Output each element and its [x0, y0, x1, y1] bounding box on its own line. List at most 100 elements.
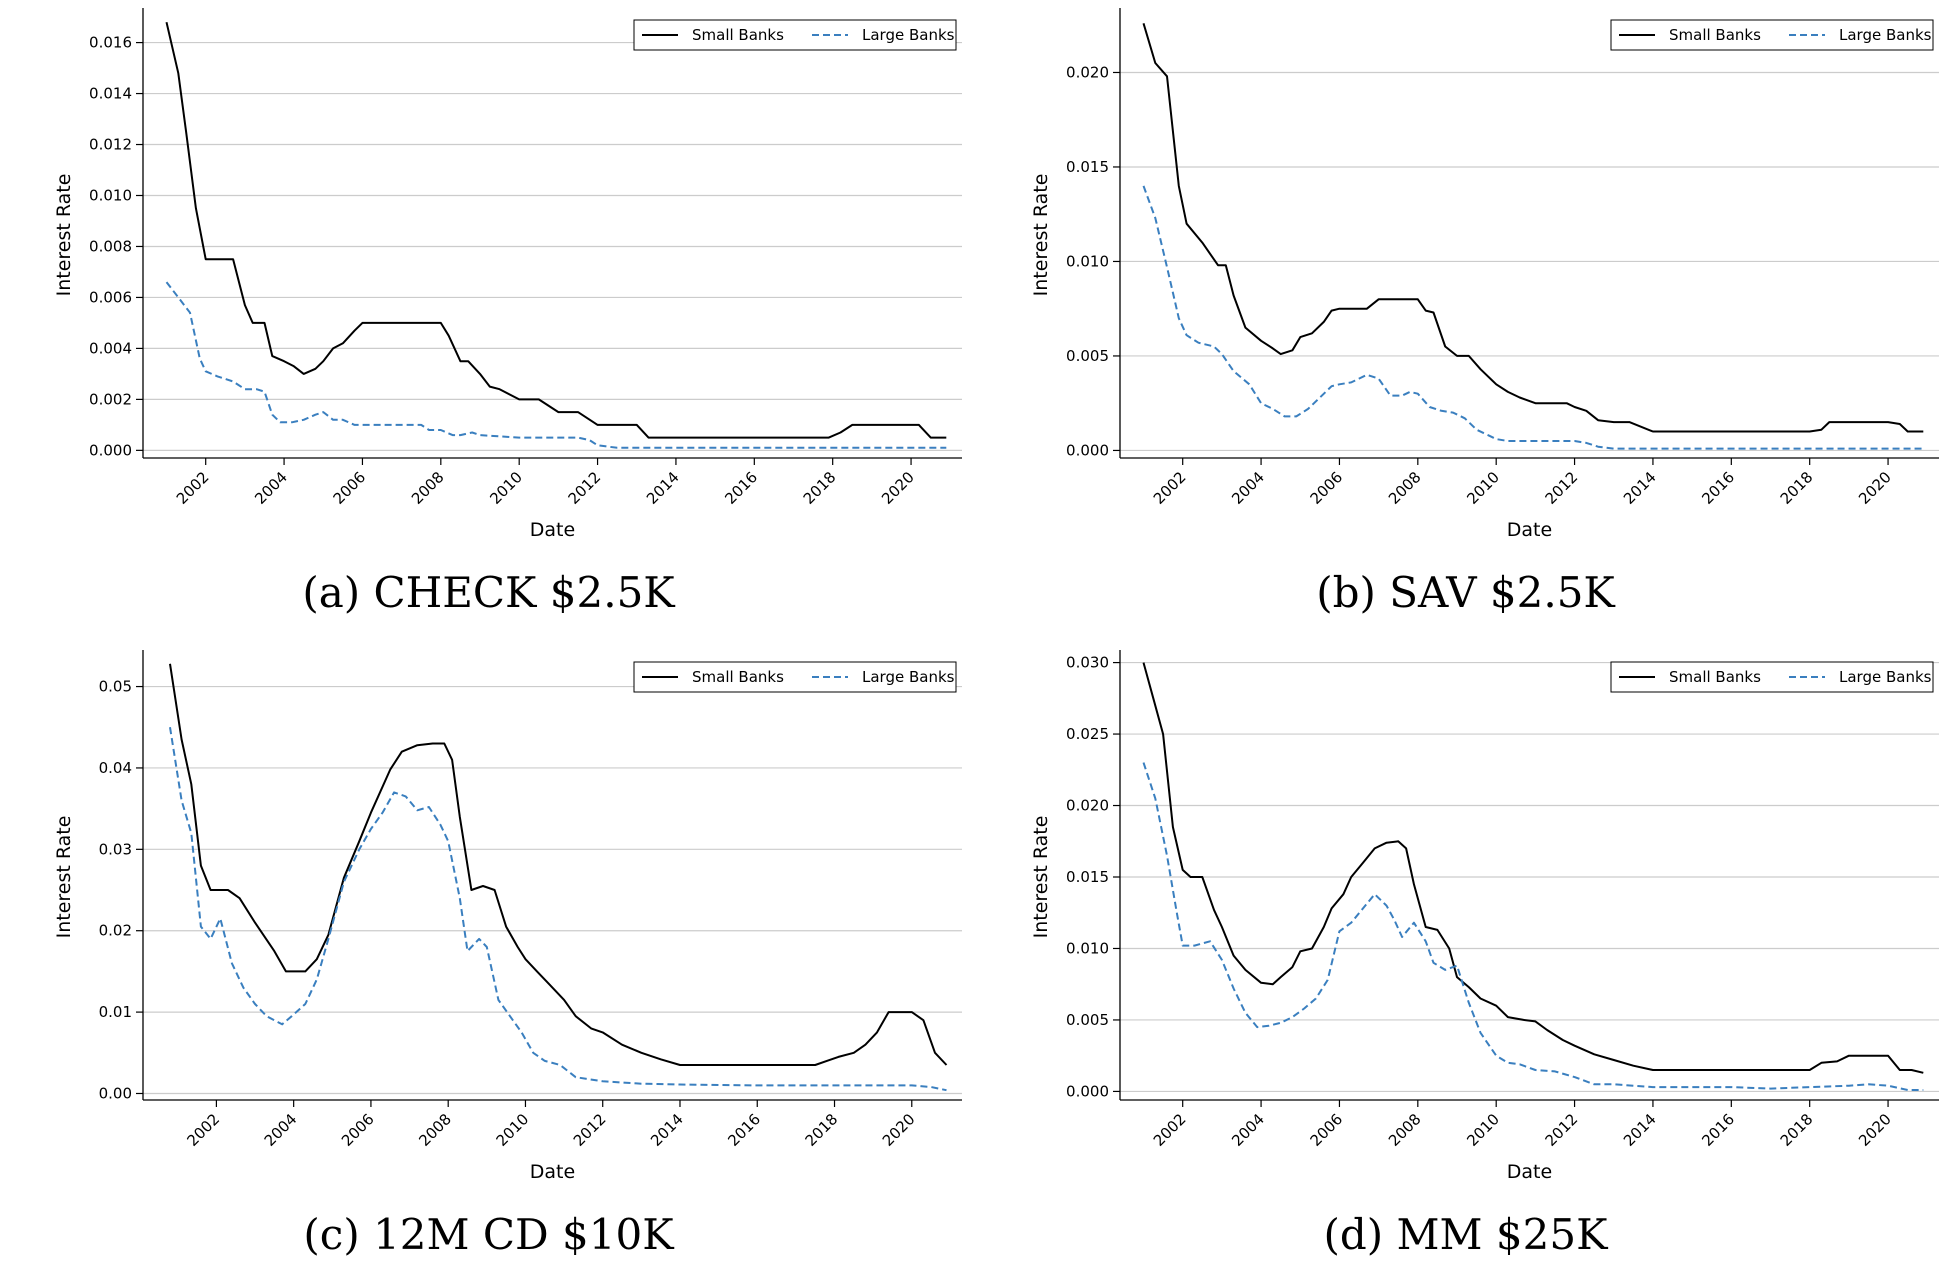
x-tick-label: 2016 [1698, 1110, 1738, 1150]
x-tick-label: 2018 [1777, 1110, 1817, 1150]
series-line-small-banks [1142, 662, 1924, 1074]
y-axis-label: Interest Rate [1030, 816, 1052, 939]
y-tick-label: 0.05 [99, 678, 132, 696]
y-tick-label: 0.000 [89, 441, 132, 459]
chart-panel-b: 0.000 0.005 0.010 0.015 0.020 2002 2004 2006 200… [977, 0, 1954, 642]
y-tick-label: 0.002 [89, 390, 132, 408]
x-tick-label: 2008 [415, 1110, 455, 1150]
y-tick-label: 0.008 [89, 237, 132, 255]
y-axis-label: Interest Rate [1030, 174, 1052, 297]
y-tick-label: 0.005 [1066, 1011, 1109, 1029]
chart-a-svg: 0.000 0.002 0.004 0.006 0.008 0.010 0.012 0.014… [53, 8, 962, 541]
x-axis-label: Date [1507, 519, 1552, 541]
legend-label: Large Banks [1839, 26, 1932, 44]
x-tick-label: 2010 [1463, 468, 1503, 508]
series-line-large-banks [1142, 185, 1924, 450]
x-tick-label: 2020 [1855, 468, 1895, 508]
x-tick-label: 2012 [570, 1110, 610, 1150]
x-tick-label: 2016 [721, 468, 761, 508]
legend-label: Small Banks [1669, 26, 1761, 44]
x-axis-label: Date [530, 1161, 575, 1183]
y-tick-label: 0.04 [99, 759, 132, 777]
x-tick-label: 2018 [1777, 468, 1817, 508]
y-tick-label: 0.004 [89, 339, 132, 357]
x-tick-label: 2018 [802, 1110, 842, 1150]
x-tick-label: 2006 [1307, 468, 1347, 508]
legend-label: Small Banks [692, 668, 784, 686]
y-tick-label: 0.01 [99, 1003, 132, 1021]
x-tick-label: 2020 [1855, 1110, 1895, 1150]
x-axis-label: Date [1507, 1161, 1552, 1183]
x-tick-label: 2002 [183, 1110, 223, 1150]
y-tick-label: 0.010 [89, 186, 132, 204]
legend-label: Large Banks [1839, 668, 1932, 686]
x-tick-label: 2010 [1463, 1110, 1503, 1150]
y-tick-label: 0.005 [1066, 347, 1109, 365]
y-tick-label: 0.020 [1066, 63, 1109, 81]
legend-label: Large Banks [862, 26, 955, 44]
series-line-small-banks [1142, 23, 1924, 433]
series-line-large-banks [1142, 762, 1924, 1091]
y-tick-label: 0.015 [1066, 158, 1109, 176]
y-tick-label: 0.010 [1066, 252, 1109, 270]
y-tick-label: 0.02 [99, 922, 132, 940]
x-tick-label: 2002 [1150, 468, 1190, 508]
y-tick-label: 0.006 [89, 288, 132, 306]
legend-box [633, 19, 957, 51]
x-tick-label: 2006 [338, 1110, 378, 1150]
x-tick-label: 2004 [261, 1110, 301, 1150]
x-tick-label: 2008 [1385, 1110, 1425, 1150]
chart-b-caption: (b) SAV $2.5K [1316, 568, 1615, 617]
y-tick-label: 0.016 [89, 34, 132, 52]
chart-b-svg: 0.000 0.005 0.010 0.015 0.020 2002 2004 2006 200… [1030, 8, 1939, 541]
x-tick-label: 2014 [1620, 468, 1660, 508]
y-tick-label: 0.012 [89, 136, 132, 154]
series-line-small-banks [165, 21, 947, 439]
y-axis-label: Interest Rate [53, 816, 75, 939]
x-tick-label: 2016 [724, 1110, 764, 1150]
series-line-large-banks [165, 281, 947, 449]
x-tick-label: 2012 [1542, 1110, 1582, 1150]
x-tick-label: 2006 [330, 468, 370, 508]
chart-d-caption: (d) MM $25K [1323, 1210, 1608, 1259]
x-tick-label: 2020 [878, 468, 918, 508]
x-tick-label: 2012 [1542, 468, 1582, 508]
x-tick-label: 2004 [251, 468, 291, 508]
chart-a-caption: (a) CHECK $2.5K [302, 568, 675, 617]
y-tick-label: 0.014 [89, 85, 132, 103]
x-tick-label: 2014 [647, 1110, 687, 1150]
y-axis-label: Interest Rate [53, 174, 75, 297]
chart-c-caption: (c) 12M CD $10K [303, 1210, 674, 1259]
x-tick-label: 2004 [1228, 1110, 1268, 1150]
legend-label: Small Banks [692, 26, 784, 44]
x-tick-label: 2002 [173, 468, 213, 508]
x-tick-label: 2020 [879, 1110, 919, 1150]
x-tick-label: 2018 [800, 468, 840, 508]
series-line-small-banks [169, 663, 948, 1066]
chart-panel-a: 0.000 0.002 0.004 0.006 0.008 0.010 0.012 0.014… [0, 0, 977, 642]
y-tick-label: 0.030 [1066, 654, 1109, 672]
x-tick-label: 2010 [486, 468, 526, 508]
x-tick-label: 2008 [1385, 468, 1425, 508]
legend-box [1610, 661, 1934, 693]
chart-panel-d: 0.000 0.005 0.010 0.015 0.020 0.025 0.030 2002 2… [977, 642, 1954, 1284]
x-tick-label: 2014 [643, 468, 683, 508]
x-tick-label: 2016 [1698, 468, 1738, 508]
chart-c-svg: 0.00 0.01 0.02 0.03 0.04 0.05 2002 2004 2006 2008… [53, 650, 962, 1183]
x-axis-label: Date [530, 519, 575, 541]
y-tick-label: 0.025 [1066, 725, 1109, 743]
y-tick-label: 0.000 [1066, 441, 1109, 459]
y-tick-label: 0.03 [99, 840, 132, 858]
x-tick-label: 2014 [1620, 1110, 1660, 1150]
legend-box [633, 661, 957, 693]
y-tick-label: 0.00 [99, 1084, 132, 1102]
y-tick-label: 0.015 [1066, 868, 1109, 886]
y-tick-label: 0.020 [1066, 797, 1109, 815]
x-tick-label: 2002 [1150, 1110, 1190, 1150]
x-tick-label: 2008 [408, 468, 448, 508]
y-tick-label: 0.000 [1066, 1082, 1109, 1100]
x-tick-label: 2004 [1228, 468, 1268, 508]
x-tick-label: 2010 [493, 1110, 533, 1150]
x-tick-label: 2006 [1307, 1110, 1347, 1150]
legend-label: Large Banks [862, 668, 955, 686]
